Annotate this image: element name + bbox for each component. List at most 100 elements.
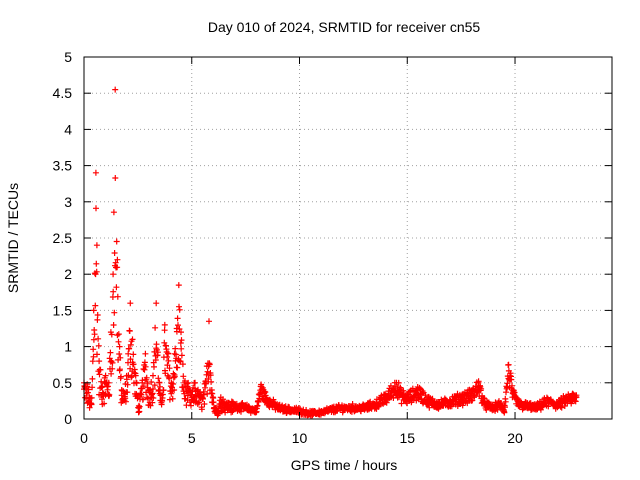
data-point: [503, 389, 509, 396]
data-point: [90, 307, 97, 314]
y-tick-label: 3.5: [53, 158, 73, 174]
data-points: [81, 86, 580, 419]
data-point: [171, 373, 178, 380]
y-tick-label: 2: [64, 266, 72, 282]
data-point: [168, 390, 175, 397]
data-point: [130, 361, 137, 368]
data-point: [328, 407, 335, 414]
data-point: [93, 242, 100, 249]
data-point: [164, 362, 171, 369]
data-point: [161, 327, 168, 334]
data-point: [192, 379, 198, 386]
data-point: [508, 376, 515, 383]
data-point: [469, 397, 476, 404]
data-point: [104, 383, 111, 390]
data-point: [501, 408, 508, 415]
data-point: [176, 303, 182, 310]
data-point: [148, 379, 155, 385]
data-point: [110, 322, 117, 328]
data-point: [151, 363, 157, 370]
data-point: [93, 268, 100, 275]
data-point: [415, 387, 421, 393]
data-point: [113, 238, 120, 245]
data-point: [112, 86, 119, 93]
data-point: [141, 366, 148, 373]
data-point: [196, 399, 203, 406]
data-point: [118, 387, 125, 393]
data-point: [266, 397, 273, 404]
data-point: [505, 361, 512, 368]
data-point: [229, 408, 236, 415]
data-point: [132, 372, 139, 379]
data-point: [447, 397, 454, 404]
data-point: [177, 340, 184, 346]
data-point: [255, 399, 262, 405]
y-tick-label: 4.5: [53, 85, 73, 101]
y-tick-label: 2.5: [53, 230, 73, 246]
data-point: [133, 380, 140, 387]
data-point: [426, 404, 433, 411]
data-point: [84, 383, 91, 390]
data-point: [382, 394, 389, 401]
data-point: [178, 329, 184, 336]
data-point: [207, 372, 214, 379]
data-point: [361, 405, 368, 412]
data-point: [148, 391, 155, 398]
y-tick-label: 1: [64, 339, 72, 355]
data-point: [206, 318, 212, 325]
data-point: [169, 395, 176, 402]
data-point: [156, 379, 163, 386]
data-point: [151, 382, 158, 389]
data-point: [130, 351, 137, 358]
data-point: [217, 394, 224, 401]
data-point: [109, 365, 116, 372]
data-point: [158, 401, 165, 408]
data-point: [91, 331, 98, 338]
data-point: [102, 372, 109, 379]
data-point: [175, 322, 181, 329]
data-point: [154, 349, 161, 356]
data-point: [92, 302, 99, 309]
data-point: [97, 366, 104, 373]
data-point: [125, 350, 132, 357]
data-point: [188, 394, 195, 401]
data-point: [112, 175, 119, 181]
data-point: [95, 335, 102, 342]
data-point: [114, 256, 121, 263]
data-point: [118, 373, 124, 380]
data-point: [127, 300, 134, 307]
data-point: [204, 368, 211, 375]
data-point: [98, 384, 105, 391]
data-point: [202, 384, 209, 391]
data-point: [516, 401, 523, 408]
data-point: [285, 407, 292, 414]
data-point: [110, 209, 117, 216]
data-point: [116, 366, 123, 373]
data-point: [109, 359, 116, 366]
data-point: [142, 350, 149, 357]
data-point: [161, 321, 168, 328]
data-point: [89, 358, 96, 365]
data-point: [140, 383, 147, 390]
data-point: [113, 284, 120, 291]
data-point: [436, 401, 443, 408]
data-point: [468, 390, 475, 397]
data-point: [90, 346, 97, 353]
data-point: [478, 385, 485, 392]
data-point: [383, 399, 390, 406]
data-point: [115, 338, 122, 345]
data-point: [155, 375, 162, 382]
data-point: [115, 331, 122, 338]
data-point: [94, 351, 100, 358]
data-point: [206, 361, 213, 368]
data-point: [114, 332, 121, 339]
data-point: [198, 406, 205, 413]
data-point: [110, 271, 117, 278]
data-point: [481, 401, 488, 408]
data-point: [496, 401, 503, 408]
chart-title: Day 010 of 2024, SRMTID for receiver cn5…: [208, 19, 481, 35]
x-tick-label: 0: [80, 430, 88, 446]
data-point: [350, 405, 357, 412]
data-point: [573, 394, 580, 401]
data-point: [188, 402, 194, 409]
